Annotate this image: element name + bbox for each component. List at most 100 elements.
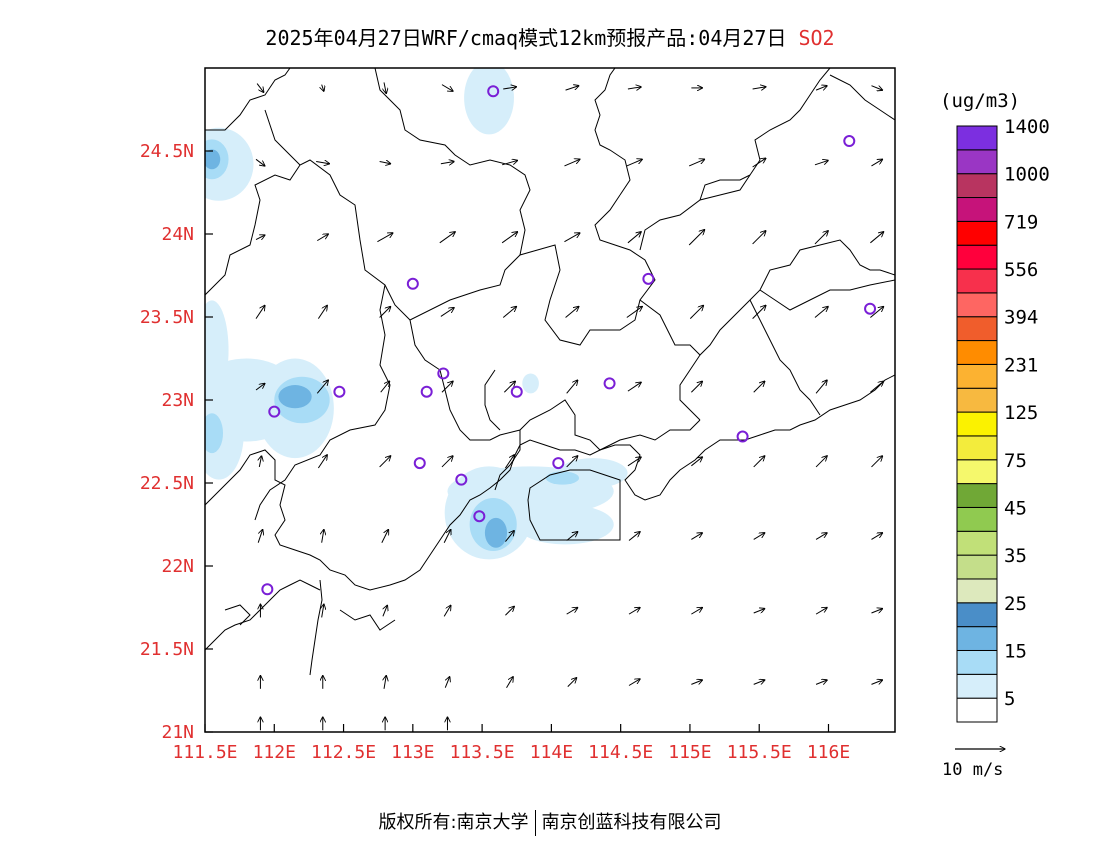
colorbar-swatch [956, 197, 998, 222]
wind-arrow [377, 233, 392, 243]
station-marker [406, 277, 419, 290]
station-marker [736, 430, 749, 443]
wind-arrow [379, 162, 391, 164]
colorbar-label: 75 [1004, 450, 1027, 472]
wind-arrow [627, 87, 641, 89]
page-title: 2025年04月27日WRF/cmaq模式12km预报产品:04月27日 SO2 [0, 22, 1100, 51]
lon-tick-label: 115E [668, 742, 711, 763]
colorbar-label: 25 [1004, 593, 1027, 615]
wind-arrow [870, 307, 883, 318]
wind-arrow [691, 381, 702, 393]
wind-arrow [753, 381, 765, 393]
boundary-line [205, 68, 291, 131]
footer: 版权所有:南京大学 南京创蓝科技有限公司 [0, 808, 1100, 836]
wind-arrow [380, 381, 390, 393]
colorbar-swatch [956, 149, 998, 175]
colorbar-swatch [956, 292, 998, 318]
wind-arrow [566, 608, 578, 615]
wind-arrow [688, 230, 704, 246]
lat-tick-label: 22N [161, 556, 194, 577]
wind-arrow [871, 609, 882, 614]
wind-arrow [505, 531, 514, 542]
boundary-line [749, 299, 821, 416]
station-marker [420, 385, 433, 398]
colorbar-swatch [956, 626, 998, 651]
so2-blob [205, 149, 221, 170]
lon-tick-label: 112.5E [311, 742, 376, 763]
wind-arrow [322, 530, 324, 543]
lon-tick-label: 116E [807, 742, 850, 763]
wind-arrow [691, 608, 702, 615]
boundary-line [205, 159, 656, 346]
wind-arrow [752, 305, 766, 319]
so2-blob [464, 68, 514, 135]
colorbar-label: 719 [1004, 211, 1038, 233]
colorbar-swatch [956, 363, 998, 389]
wind-arrow [317, 234, 328, 242]
wind-arrow [689, 305, 703, 319]
station-marker [268, 405, 281, 418]
colorbar-swatch [956, 483, 998, 508]
station-marker [333, 385, 346, 398]
lat-tick-label: 22.5N [140, 473, 194, 494]
wind-arrow [815, 680, 827, 685]
wind-arrow [753, 609, 765, 614]
colorbar-label: 556 [1004, 259, 1038, 281]
colorbar-label: 231 [1004, 354, 1038, 376]
colorbar-label: 125 [1004, 402, 1038, 424]
wind-arrow [691, 680, 702, 685]
title-text: 2025年04月27日WRF/cmaq模式12km预报产品:04月27日 [265, 26, 787, 50]
wind-arrow [628, 679, 640, 686]
wind-arrow [259, 456, 261, 468]
wind-arrow [440, 162, 454, 164]
colorbar-swatch [956, 340, 998, 365]
wind-arrow [317, 305, 327, 319]
wind-arrow [815, 456, 827, 468]
wind-arrow [503, 381, 515, 393]
wind-arrow [814, 160, 828, 166]
boundary-line [494, 430, 521, 491]
lon-tick-label: 115.5E [727, 742, 792, 763]
colorbar-swatch [956, 268, 998, 294]
lat-tick-label: 23N [161, 390, 194, 411]
lat-tick-label: 23.5N [140, 307, 194, 328]
wind-arrow [384, 82, 386, 93]
lat-tick-label: 21.5N [140, 639, 194, 660]
wind-arrow [382, 605, 387, 617]
colorbar-swatch [956, 220, 998, 246]
city-outline [527, 469, 621, 541]
so2-blob [205, 413, 224, 454]
coastline [205, 579, 321, 651]
wind-arrow [627, 232, 641, 244]
wind-arrow [255, 383, 265, 391]
lon-tick-label: 112E [253, 742, 296, 763]
lat-tick-label: 24.5N [140, 141, 194, 162]
wind-arrow [815, 380, 827, 394]
unit-label: (ug/m3) [940, 90, 1021, 112]
station-marker [455, 473, 468, 486]
wind-arrow [871, 85, 882, 90]
boundary-line [759, 279, 895, 311]
wind-arrow [255, 158, 265, 166]
so2-blob [545, 471, 580, 485]
wind-arrow [871, 159, 882, 167]
wind-arrow [443, 605, 451, 617]
wind-arrow [565, 86, 579, 91]
wind-arrow [322, 604, 324, 618]
wind-arrow [322, 84, 324, 92]
station-marker [261, 583, 274, 596]
wind-arrow [691, 457, 702, 467]
wind-arrow [255, 305, 265, 319]
wind-arrow [501, 232, 517, 244]
colorbar-swatch [956, 506, 998, 532]
colorbar-label: 45 [1004, 497, 1027, 519]
wind-arrow [626, 307, 642, 318]
wind-arrow [752, 158, 766, 168]
wind-arrow [753, 456, 765, 468]
so2-blob [205, 300, 229, 400]
wind-arrow [502, 307, 516, 318]
colorbar-swatch [956, 244, 998, 270]
colorbar-swatch [956, 173, 998, 199]
station-marker [473, 510, 486, 523]
colorbar-swatch [956, 125, 998, 151]
